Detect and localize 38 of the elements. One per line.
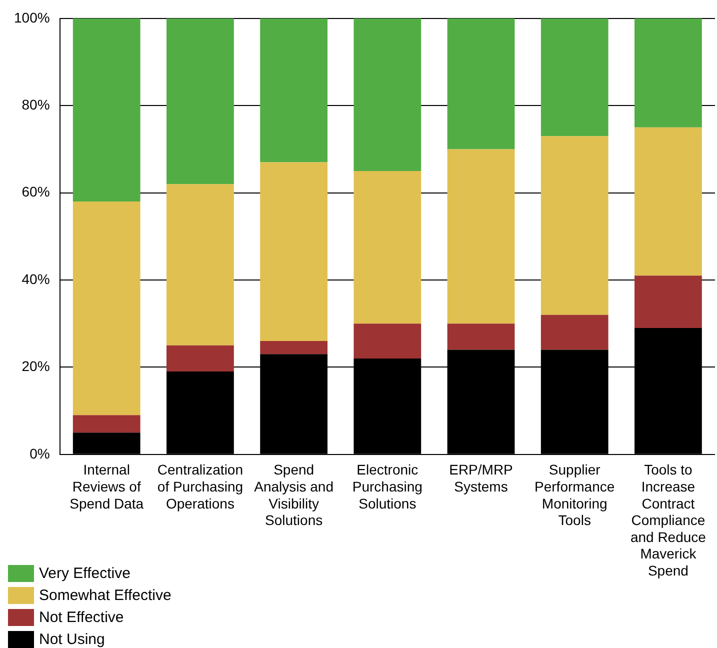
y-tick-label: 40% [22, 270, 50, 287]
bar [540, 136, 608, 315]
bar [540, 314, 608, 350]
x-tick-label: Centralization of Purchasing Operations [157, 462, 244, 512]
x-tick-label: Spend Analysis and Visibility Solutions [254, 462, 334, 528]
bar [447, 149, 515, 324]
bar [447, 18, 515, 150]
x-tick-label: Tools to Increase Contract Compliance and Reduce Maverick Spend [630, 462, 706, 578]
bar [260, 341, 328, 354]
bar [634, 127, 702, 276]
bar [166, 18, 234, 184]
bar [166, 184, 234, 346]
legend-label: Not Using [39, 630, 105, 648]
x-tick-label: ERP/MRP Systems [449, 462, 513, 494]
legend-label: Not Effective [39, 608, 124, 626]
bar [634, 276, 702, 328]
bar [354, 18, 422, 171]
bar [72, 18, 140, 202]
bar [634, 18, 702, 128]
y-tick-label: 80% [22, 96, 50, 112]
bar [354, 171, 422, 324]
y-tick-label: 60% [22, 184, 50, 200]
legend-label: Very Effective [39, 564, 130, 582]
bar [260, 162, 328, 342]
y-tick-label: 20% [22, 358, 50, 374]
x-tick-label: Electronic Purchasing Solutions [352, 462, 422, 512]
y-tick-label: 100% [14, 9, 50, 26]
bar [72, 202, 140, 416]
bar [540, 18, 608, 136]
bar [354, 324, 422, 358]
bar [260, 18, 328, 162]
bar [72, 415, 140, 433]
bar [447, 324, 515, 350]
legend-label: Somewhat Effective [39, 586, 172, 604]
y-tick-label: 0% [30, 445, 50, 462]
x-tick-label: Supplier Performance Monitoring Tools [534, 462, 615, 528]
bar [166, 345, 234, 372]
x-tick-label: Internal Reviews of Spend Data [70, 462, 144, 512]
